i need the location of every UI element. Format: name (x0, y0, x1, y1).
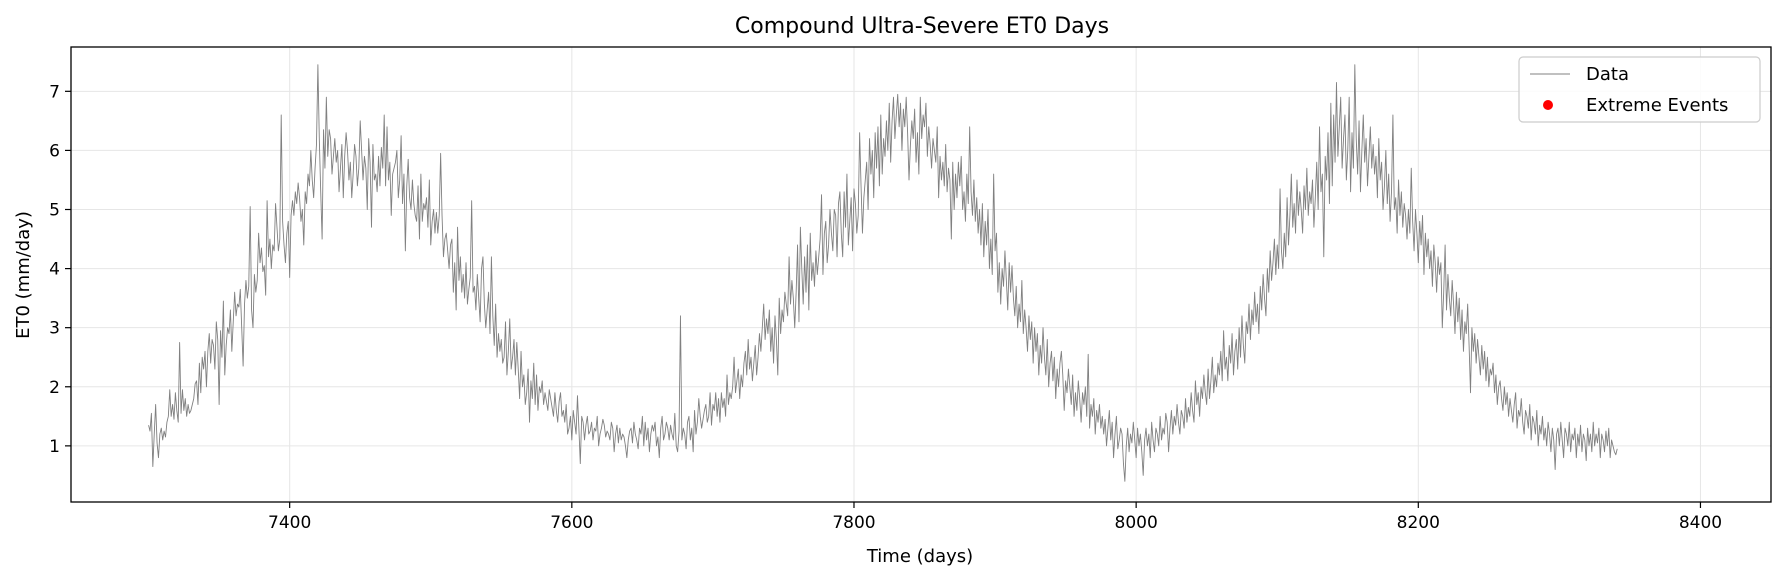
y-tick-label: 7 (49, 82, 60, 102)
legend-extreme-events-label: Extreme Events (1586, 95, 1728, 116)
x-axis-label: Time (days) (866, 546, 973, 567)
legend: Data Extreme Events (1518, 56, 1761, 123)
legend-box (1518, 56, 1761, 123)
x-tick-label: 7400 (268, 513, 311, 533)
x-tick-label: 7600 (550, 513, 593, 533)
plot-frame (70, 46, 1772, 503)
y-axis-ticks: 1 2 3 4 5 6 7 (49, 82, 71, 457)
x-tick-label: 8000 (1115, 513, 1158, 533)
x-tick-label: 7800 (832, 513, 875, 533)
y-tick-label: 6 (49, 141, 60, 161)
y-tick-label: 3 (49, 319, 60, 339)
chart-title: Compound Ultra-Severe ET0 Days (735, 14, 1109, 39)
x-axis-ticks: 7400 7600 7800 8000 8200 8400 (268, 502, 1722, 533)
legend-extreme-events-swatch (1543, 100, 1553, 110)
y-tick-label: 5 (49, 201, 60, 221)
x-tick-label: 8400 (1679, 513, 1722, 533)
series-data-line (148, 64, 1618, 482)
y-tick-label: 2 (49, 378, 60, 398)
legend-data-label: Data (1586, 64, 1629, 85)
x-tick-label: 8200 (1397, 513, 1440, 533)
y-tick-label: 1 (49, 437, 60, 457)
y-axis-label: ET0 (mm/day) (13, 211, 34, 339)
y-tick-label: 4 (49, 260, 60, 280)
plot-series (148, 64, 1618, 482)
